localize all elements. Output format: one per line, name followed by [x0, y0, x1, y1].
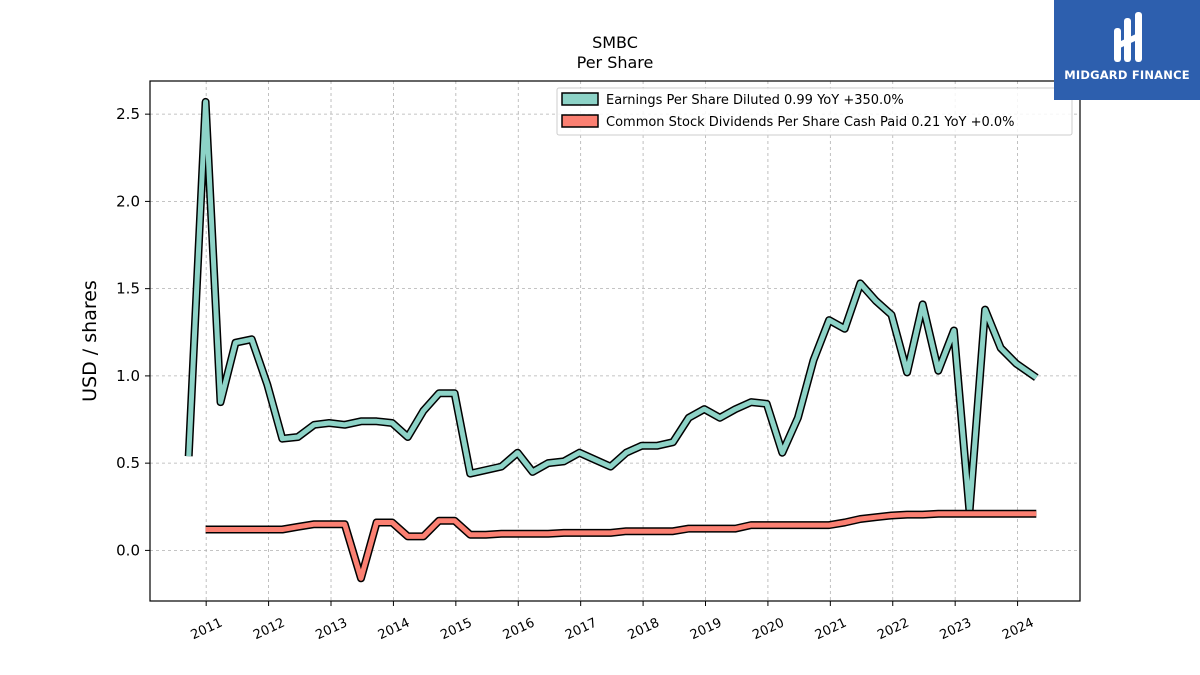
x-tick-label: 2012 — [251, 616, 287, 644]
x-tick-label: 2015 — [438, 616, 474, 644]
series-1-line — [205, 511, 1037, 581]
x-tick-label: 2024 — [1000, 616, 1036, 644]
legend-swatch-eps — [561, 92, 599, 106]
x-tick-label: 2018 — [626, 616, 662, 644]
series-0-outline — [184, 97, 1039, 516]
grid-lines — [150, 81, 1080, 601]
x-tick-label: 2013 — [313, 616, 349, 644]
y-tick-label: 2.5 — [116, 105, 140, 123]
y-tick-label: 1.0 — [116, 367, 140, 385]
legend-label-dividends: Common Stock Dividends Per Share Cash Pa… — [606, 115, 1015, 130]
legend-label-eps: Earnings Per Share Diluted 0.99 YoY +350… — [606, 93, 904, 108]
chart-subtitle: Per Share — [577, 53, 654, 72]
logo-mark-icon — [1114, 12, 1142, 62]
y-tick-label: 0.5 — [116, 454, 140, 472]
x-tick-label: 2016 — [501, 616, 537, 644]
legend: Earnings Per Share Diluted 0.99 YoY +350… — [556, 87, 1073, 136]
legend-box — [556, 87, 1073, 136]
x-tick-label: 2023 — [938, 616, 974, 644]
y-axis-ticks: 0.0 0.5 1.0 1.5 2.0 2.5 — [116, 105, 150, 559]
midgard-finance-logo: MIDGARD FINANCE — [1054, 0, 1200, 100]
chart-title: SMBC — [592, 33, 638, 52]
series-lines — [184, 97, 1039, 583]
y-tick-label: 2.0 — [116, 192, 140, 210]
logo-text: MIDGARD FINANCE — [1064, 68, 1190, 82]
x-axis-ticks: 2011 2012 2013 2014 2015 2016 2017 2018 2019 2020… — [189, 601, 1036, 644]
series-0-line — [186, 99, 1038, 515]
x-tick-label: 2020 — [750, 616, 786, 644]
y-tick-label: 0.0 — [116, 541, 140, 559]
legend-swatch-dividends — [561, 114, 599, 128]
x-tick-label: 2019 — [688, 616, 724, 644]
x-tick-label: 2014 — [376, 616, 412, 644]
y-axis-label: USD / shares — [79, 280, 101, 402]
x-tick-label: 2017 — [563, 616, 599, 644]
y-tick-label: 1.5 — [116, 280, 140, 298]
x-tick-label: 2011 — [189, 616, 225, 644]
x-tick-label: 2021 — [813, 616, 849, 644]
plot-frame — [149, 80, 1081, 602]
x-tick-label: 2022 — [875, 616, 911, 644]
